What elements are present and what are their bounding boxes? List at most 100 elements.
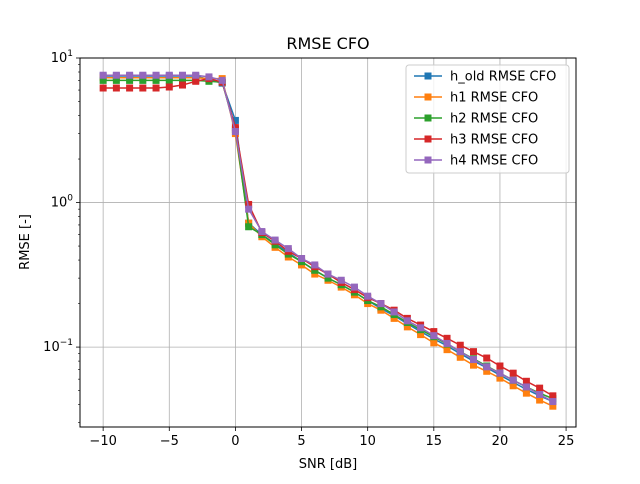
data-point	[483, 363, 491, 371]
plot-frame	[79, 57, 577, 428]
legend-marker	[424, 156, 432, 164]
data-point	[483, 367, 491, 375]
data-point	[469, 361, 477, 369]
data-point	[536, 396, 544, 404]
y-tick-base: 10	[51, 51, 68, 66]
data-point	[152, 84, 160, 92]
data-point	[139, 76, 147, 84]
data-point	[350, 283, 358, 291]
legend-label: h_old RMSE CFO	[450, 70, 556, 85]
legend-box	[405, 64, 570, 174]
data-point	[139, 84, 147, 92]
data-point	[496, 374, 504, 382]
data-point	[443, 334, 451, 342]
data-point	[271, 241, 279, 249]
data-point	[126, 76, 134, 84]
data-point	[390, 314, 398, 322]
y-tick-label: 10−1	[43, 338, 73, 355]
y-tick-exponent: 0	[67, 194, 73, 204]
data-point	[377, 300, 385, 308]
y-axis-label: RMSE [-]	[18, 214, 33, 270]
data-point	[443, 339, 451, 347]
legend-label: h1 RMSE CFO	[450, 91, 538, 106]
data-point	[522, 383, 530, 391]
legend-marker	[424, 114, 432, 122]
legend-marker	[424, 93, 432, 101]
data-point	[245, 223, 253, 231]
data-point	[311, 266, 319, 274]
x-tick-label: 20	[492, 434, 509, 449]
data-point	[509, 382, 517, 390]
data-point	[469, 348, 477, 356]
data-point	[324, 274, 332, 282]
data-point	[179, 81, 187, 89]
y-tick-base: 10	[51, 196, 68, 211]
legend-label: h3 RMSE CFO	[450, 133, 538, 148]
data-point	[324, 270, 332, 278]
data-point	[403, 317, 411, 325]
data-point	[192, 77, 200, 85]
series-4	[99, 71, 557, 406]
data-point	[549, 392, 557, 400]
data-point	[549, 402, 557, 410]
x-tick-label: 25	[558, 434, 575, 449]
data-point	[258, 228, 266, 236]
data-point	[496, 362, 504, 370]
data-point	[364, 292, 372, 300]
data-point	[536, 384, 544, 392]
data-point	[139, 71, 147, 79]
data-point	[152, 76, 160, 84]
data-point	[417, 331, 425, 339]
data-point	[456, 348, 464, 356]
data-point	[536, 390, 544, 398]
y-tick-base: 10	[43, 340, 60, 355]
data-point	[99, 84, 107, 92]
data-point	[456, 341, 464, 349]
data-point	[205, 73, 213, 81]
data-point	[443, 346, 451, 354]
data-point	[509, 369, 517, 377]
data-point	[430, 339, 438, 347]
y-tick-label: 100	[51, 194, 74, 211]
data-point	[430, 328, 438, 336]
data-point	[298, 255, 306, 263]
x-tick-label: 10	[359, 434, 376, 449]
data-point	[390, 308, 398, 316]
legend-entries: h_old RMSE CFO h1 RMSE CFO h2 RMSE CFO h3 R…	[414, 70, 556, 169]
x-tick-label: 0	[231, 434, 239, 449]
data-point	[152, 71, 160, 79]
data-point	[509, 376, 517, 384]
data-point	[192, 71, 200, 79]
data-point	[112, 76, 120, 84]
data-point	[126, 84, 134, 92]
legend-marker	[424, 72, 432, 80]
chart-title: RMSE CFO	[286, 34, 369, 53]
y-tick-label: 101	[51, 49, 73, 66]
data-point	[165, 71, 173, 79]
data-point	[271, 236, 279, 244]
data-point	[231, 116, 239, 124]
data-point	[483, 354, 491, 362]
data-point	[165, 83, 173, 91]
data-point	[311, 270, 319, 278]
data-point	[311, 261, 319, 269]
data-point	[284, 245, 292, 253]
data-point	[403, 323, 411, 331]
data-point	[549, 398, 557, 406]
data-point	[469, 356, 477, 364]
legend-label: h2 RMSE CFO	[450, 112, 538, 127]
data-point	[165, 76, 173, 84]
data-point	[231, 128, 239, 136]
data-point	[522, 389, 530, 397]
y-tick-exponent: 1	[67, 49, 73, 59]
data-point	[112, 71, 120, 79]
y-tick-exponent: −1	[60, 338, 73, 348]
data-point	[179, 76, 187, 84]
x-tick-label: −5	[160, 434, 179, 449]
legend-marker	[424, 135, 432, 143]
series-layer	[99, 71, 557, 410]
x-axis-label: SNR [dB]	[299, 457, 357, 472]
